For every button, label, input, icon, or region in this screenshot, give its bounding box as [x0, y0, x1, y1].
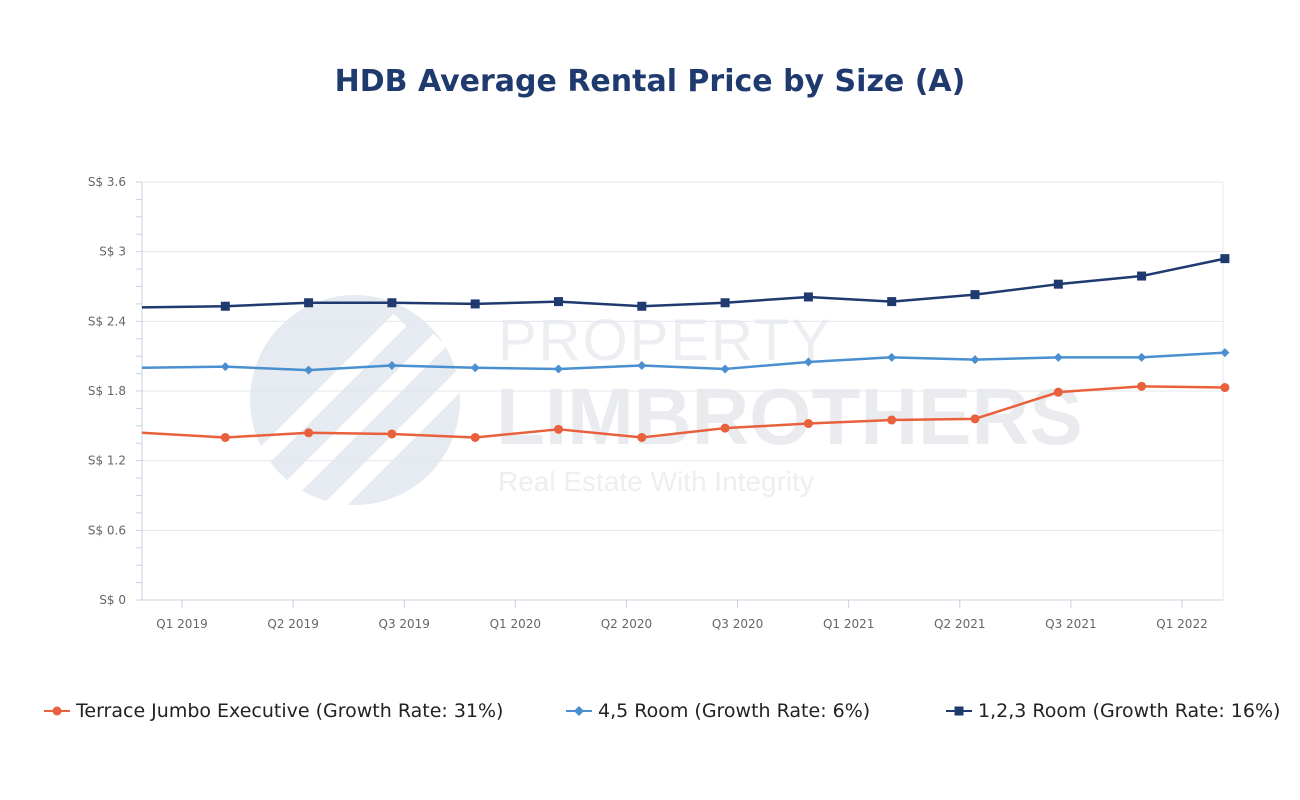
data-point[interactable] [970, 290, 980, 300]
series-2 [141, 254, 1230, 311]
data-point[interactable] [220, 301, 230, 311]
legend-label-terrace: Terrace Jumbo Executive (Growth Rate: 31… [76, 700, 504, 722]
data-point[interactable] [387, 429, 397, 439]
x-tick-label: Q3 2019 [379, 617, 430, 631]
data-point[interactable] [637, 360, 647, 370]
data-point[interactable] [470, 432, 480, 442]
data-point[interactable] [887, 415, 897, 425]
data-point[interactable] [1220, 254, 1230, 264]
data-point[interactable] [803, 292, 813, 302]
square-marker-icon [946, 706, 972, 716]
data-point[interactable] [387, 298, 397, 308]
x-tick-label: Q2 2020 [601, 617, 652, 631]
y-tick-label: S$ 3 [99, 245, 126, 259]
x-tick-label: Q1 2022 [1156, 617, 1207, 631]
data-point[interactable] [720, 364, 730, 374]
data-point[interactable] [304, 298, 314, 308]
x-tick-label: Q1 2021 [823, 617, 874, 631]
data-point[interactable] [1137, 271, 1147, 281]
legend-label-45-room: 4,5 Room (Growth Rate: 6%) [598, 700, 871, 722]
data-point[interactable] [1137, 381, 1147, 391]
data-point[interactable] [970, 414, 980, 424]
x-tick-label: Q3 2021 [1045, 617, 1096, 631]
watermark-line2: LIMBROTHERS [496, 372, 1083, 461]
x-tick-label: Q1 2019 [156, 617, 207, 631]
series-0 [141, 381, 1230, 442]
data-point[interactable] [637, 301, 647, 311]
data-point[interactable] [304, 428, 314, 438]
legend-item-terrace[interactable]: Terrace Jumbo Executive (Growth Rate: 31… [44, 700, 503, 722]
legend-item-123-room[interactable]: 1,2,3 Room (Growth Rate: 16%) [946, 700, 1280, 722]
series-line [141, 351, 1225, 372]
series-line [141, 385, 1225, 439]
y-tick-label: S$ 3.6 [88, 175, 126, 189]
data-point[interactable] [720, 298, 730, 308]
series-line [141, 257, 1226, 309]
line-chart: PROPERTY LIMBROTHERS Real Estate With In… [88, 175, 1230, 631]
x-tick-label: Q2 2021 [934, 617, 985, 631]
data-point[interactable] [1053, 352, 1063, 362]
data-point[interactable] [803, 357, 813, 367]
data-point[interactable] [887, 297, 897, 307]
y-tick-label: S$ 2.4 [88, 314, 126, 328]
data-point[interactable] [1137, 352, 1147, 362]
series-layer [141, 254, 1230, 442]
x-tick-label: Q1 2020 [490, 617, 541, 631]
legend-item-45-room[interactable]: 4,5 Room (Growth Rate: 6%) [566, 700, 870, 722]
series-1 [141, 348, 1230, 375]
data-point[interactable] [1220, 348, 1230, 358]
legend: Terrace Jumbo Executive (Growth Rate: 31… [0, 700, 1300, 730]
legend-label-123-room: 1,2,3 Room (Growth Rate: 16%) [978, 700, 1281, 722]
data-point[interactable] [554, 424, 563, 434]
y-tick-label: S$ 1.8 [88, 384, 126, 398]
data-point[interactable] [1220, 383, 1230, 393]
data-point[interactable] [887, 352, 897, 362]
data-point[interactable] [470, 299, 480, 309]
y-tick-label: S$ 0.6 [88, 523, 126, 537]
y-tick-label: S$ 1.2 [88, 454, 126, 468]
x-tick-label: Q2 2019 [267, 617, 318, 631]
data-point[interactable] [554, 297, 563, 307]
data-point[interactable] [387, 360, 397, 370]
data-point[interactable] [720, 423, 730, 433]
data-point[interactable] [1053, 387, 1063, 397]
chart-title: HDB Average Rental Price by Size (A) [334, 64, 966, 99]
x-tick-label: Q3 2020 [712, 617, 763, 631]
data-point[interactable] [803, 419, 813, 429]
circle-marker-icon [44, 706, 70, 716]
data-point[interactable] [637, 432, 647, 442]
data-point[interactable] [554, 364, 563, 374]
data-point[interactable] [470, 363, 480, 373]
diamond-marker-icon [566, 706, 592, 716]
data-point[interactable] [1053, 279, 1063, 289]
watermark-logo [250, 295, 460, 505]
data-point[interactable] [304, 365, 314, 375]
data-point[interactable] [220, 362, 230, 372]
watermark-line1: PROPERTY [498, 308, 832, 373]
y-tick-label: S$ 0 [99, 593, 126, 607]
watermark: PROPERTY LIMBROTHERS Real Estate With In… [243, 295, 1083, 537]
data-point[interactable] [220, 432, 230, 442]
axes: S$ 0 S$ 0.6 S$ 1.2 S$ 1.8 S$ 2.4 S$ 3 S$ 3.6 Q1… [88, 175, 1224, 631]
watermark-logo-stripes [243, 313, 477, 537]
watermark-line3: Real Estate With Integrity [498, 466, 814, 497]
data-point[interactable] [970, 355, 980, 365]
